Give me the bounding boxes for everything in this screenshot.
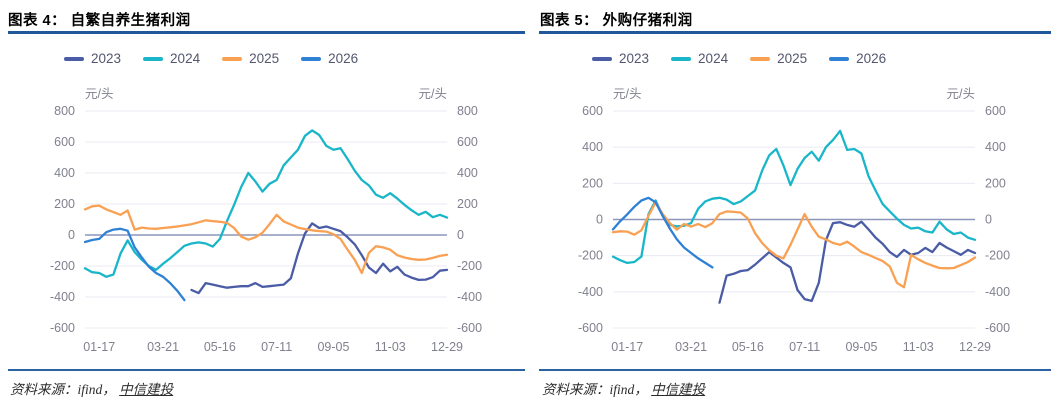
legend-item-2025: 2025 [222, 51, 279, 66]
series-line-2026 [83, 227, 186, 302]
y-tick-label-left: 0 [68, 228, 75, 242]
series-line-2025 [83, 204, 449, 275]
x-tick-label: 03-21 [675, 340, 707, 354]
source-prefix: 资料来源：ifind， [10, 382, 120, 397]
y-tick-label-right: -600 [985, 321, 1010, 335]
y-tick-label-left: 0 [596, 213, 603, 227]
line-chart-self-breeding-pig-profit: 800 800 600 600 400 400 200 200 0 0 -200 -200 -400 -4… [50, 104, 482, 354]
x-tick-label: 01-17 [83, 340, 115, 354]
y-axis-unit-right: 元/头 [946, 87, 975, 101]
legend-label: 2025 [777, 51, 808, 66]
bottom-rule [539, 369, 1051, 371]
x-tick-label: 07-11 [261, 340, 292, 354]
y-axis-unit-right: 元/头 [418, 87, 447, 101]
series-line-2024 [611, 129, 977, 265]
y-tick-label-left: -400 [50, 290, 75, 304]
y-tick-label-left: -200 [578, 249, 603, 263]
x-tick-label: 11-03 [903, 340, 934, 354]
x-tick-label: 05-16 [732, 340, 764, 354]
y-tick-label-left: 600 [54, 135, 75, 149]
title-rule [539, 31, 1051, 34]
y-tick-label-right: 400 [985, 140, 1006, 154]
legend-label: 2024 [170, 51, 201, 66]
legend-item-2024: 2024 [671, 51, 728, 66]
source-link-citic[interactable]: 中信建投 [119, 382, 174, 397]
y-tick-label-left: -200 [50, 259, 75, 273]
legend-label: 2023 [619, 51, 650, 66]
legend-label: 2025 [249, 51, 280, 66]
source-line: 资料来源：ifind， 中信建投 [10, 378, 173, 398]
series-line-2025 [611, 201, 977, 289]
x-tick-label: 01-17 [611, 340, 643, 354]
series-line-2023 [718, 220, 977, 304]
x-tick-label: 12-29 [431, 340, 463, 354]
y-axis-unit-left: 元/头 [613, 87, 642, 101]
y-tick-label-left: 200 [54, 197, 75, 211]
legend-item-2023: 2023 [592, 51, 649, 66]
legend-swatch-2025 [222, 56, 243, 61]
y-tick-label-right: 200 [985, 176, 1006, 190]
legend-swatch-2023 [64, 56, 84, 61]
source-link-citic[interactable]: 中信建投 [651, 382, 706, 397]
y-tick-label-left: -600 [578, 321, 603, 335]
line-chart-purchased-piglet-profit: 600 600 400 400 200 200 0 0 -200 -200 -400 -400 -600… [578, 104, 1010, 354]
legend-label: 2026 [856, 51, 887, 66]
y-tick-label-left: -600 [50, 321, 75, 335]
figure-title: 图表 4： 自繁自养生猪利润 [8, 13, 191, 29]
panel-purchased-piglet-profit: 图表 5： 外购仔猪利润 2023 2024 2025 2026 元/头 元/头 60… [528, 0, 1056, 409]
legend-item-2026: 2026 [301, 51, 358, 66]
panel-self-breeding-profit: 图表 4： 自繁自养生猪利润 2023 2024 2025 2026 元/头 元/头 … [8, 13, 525, 398]
source-prefix: 资料来源：ifind， [542, 382, 652, 397]
x-tick-label: 07-11 [789, 340, 820, 354]
legend-label: 2026 [328, 51, 359, 66]
series-line-2023 [190, 222, 449, 295]
y-tick-label-left: 400 [582, 140, 603, 154]
x-tick-label: 05-16 [204, 340, 236, 354]
title-rule [8, 31, 525, 34]
source-line: 资料来源：ifind， 中信建投 [542, 378, 705, 398]
y-tick-label-right: 400 [457, 166, 478, 180]
x-tick-label: 11-03 [375, 340, 406, 354]
y-tick-label-left: 800 [54, 104, 75, 118]
legend-swatch-2026 [301, 56, 322, 61]
y-tick-label-left: -400 [578, 285, 603, 299]
y-tick-label-left: 200 [582, 176, 603, 190]
x-tick-label: 09-05 [317, 340, 349, 354]
legend-item-2024: 2024 [143, 51, 200, 66]
y-tick-label-right: 200 [457, 197, 478, 211]
legend-swatch-2026 [829, 56, 850, 61]
y-tick-label-left: 600 [582, 104, 603, 118]
y-tick-label-right: -400 [457, 290, 482, 304]
x-tick-label: 03-21 [147, 340, 179, 354]
y-axis-unit-left: 元/头 [85, 87, 114, 101]
legend-label: 2024 [698, 51, 729, 66]
legend-item-2023: 2023 [64, 51, 121, 66]
bottom-rule [8, 369, 525, 371]
x-tick-label: 09-05 [845, 340, 877, 354]
legend-swatch-2025 [750, 56, 771, 61]
legend-swatch-2023 [592, 56, 612, 61]
series-line-2026 [611, 196, 714, 269]
x-tick-label: 12-29 [959, 340, 991, 354]
y-tick-label-right: -400 [985, 285, 1010, 299]
legend: 2023 2024 2025 2026 [592, 51, 886, 66]
figure-title: 图表 5： 外购仔猪利润 [540, 13, 693, 29]
y-tick-label-right: 0 [457, 228, 464, 242]
y-tick-label-left: 400 [54, 166, 75, 180]
y-tick-label-right: 600 [985, 104, 1006, 118]
y-tick-label-right: 600 [457, 135, 478, 149]
legend-item-2025: 2025 [750, 51, 807, 66]
y-tick-label-right: -200 [985, 249, 1010, 263]
y-tick-label-right: -600 [457, 321, 482, 335]
legend-label: 2023 [91, 51, 122, 66]
y-tick-label-right: -200 [457, 259, 482, 273]
legend: 2023 2024 2025 2026 [64, 51, 358, 66]
legend-swatch-2024 [671, 56, 692, 61]
legend-swatch-2024 [143, 56, 164, 61]
y-tick-label-right: 0 [985, 213, 992, 227]
y-tick-label-right: 800 [457, 104, 478, 118]
legend-item-2026: 2026 [829, 51, 886, 66]
